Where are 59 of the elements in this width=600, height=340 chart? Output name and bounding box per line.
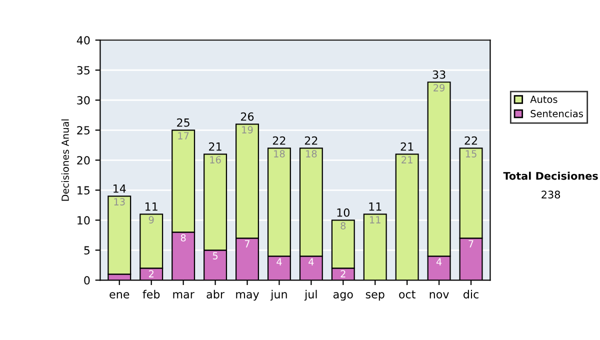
text: 238 — [542, 190, 560, 199]
y-tick-label: 20 — [77, 156, 90, 165]
x-tick-label: feb — [142, 290, 160, 298]
y-tick-label: 35 — [77, 66, 90, 75]
total-label: 10 — [337, 208, 350, 217]
data-label: 15 — [466, 150, 476, 158]
x-tick-label: may — [236, 292, 260, 301]
legend-label: Sentencias — [530, 110, 583, 118]
legend-label: Autos — [530, 96, 558, 104]
data-label: 2 — [148, 270, 154, 278]
data-label: 9 — [148, 216, 154, 224]
data-label: 11 — [370, 216, 380, 224]
data-label: 7 — [468, 240, 474, 248]
data-label: 19 — [242, 126, 253, 134]
data-label: 8 — [180, 234, 186, 242]
x-tick-label: mar — [173, 292, 194, 298]
total-label: 11 — [369, 202, 382, 211]
x-tick-label: ago — [333, 292, 353, 301]
x-tick-label: sep — [366, 292, 384, 301]
data-label: 4 — [308, 258, 314, 266]
data-label: 13 — [114, 198, 125, 206]
data-label: 16 — [210, 156, 221, 164]
total-label: 25 — [177, 118, 190, 127]
data-label: 18 — [306, 150, 317, 158]
x-tick-label: jun — [270, 290, 287, 301]
x-tick-label: ene — [110, 292, 130, 298]
y-axis-title: Decisiones Anual — [61, 119, 69, 201]
x-tick-label: abr — [206, 290, 224, 298]
y-tick-label: 30 — [77, 96, 90, 105]
x-tick-label: dic — [464, 290, 478, 298]
y-tick-label: 10 — [78, 216, 90, 225]
total-label: 22 — [304, 136, 318, 145]
data-label: 29 — [434, 84, 445, 92]
data-label: 5 — [212, 252, 218, 260]
total-label: 22 — [272, 136, 286, 145]
total-label: 11 — [146, 202, 158, 211]
y-tick-label: 5 — [84, 246, 90, 255]
data-label: 18 — [274, 150, 285, 158]
data-label: 4 — [276, 258, 282, 266]
total-label: 26 — [240, 112, 254, 121]
total-label: 21 — [400, 142, 414, 151]
total-label: 21 — [209, 142, 222, 151]
x-tick-label: jul — [304, 290, 317, 301]
data-label: 17 — [178, 132, 189, 140]
text: Total Decisiones — [503, 172, 598, 180]
data-label: 2 — [340, 270, 346, 278]
data-label: 8 — [340, 222, 346, 230]
y-tick-label: 15 — [78, 186, 90, 195]
total-label: 14 — [114, 184, 126, 193]
data-label: 7 — [244, 240, 250, 248]
x-tick-label: nov — [430, 292, 449, 298]
total-label: 22 — [464, 136, 477, 145]
x-tick-label: oct — [399, 290, 416, 298]
data-label: 4 — [436, 258, 442, 266]
total-label: 33 — [432, 70, 446, 79]
y-tick-label: 25 — [77, 126, 90, 135]
y-tick-label: 40 — [76, 36, 90, 44]
y-tick-label: 0 — [84, 276, 90, 285]
data-label: 21 — [402, 156, 412, 164]
